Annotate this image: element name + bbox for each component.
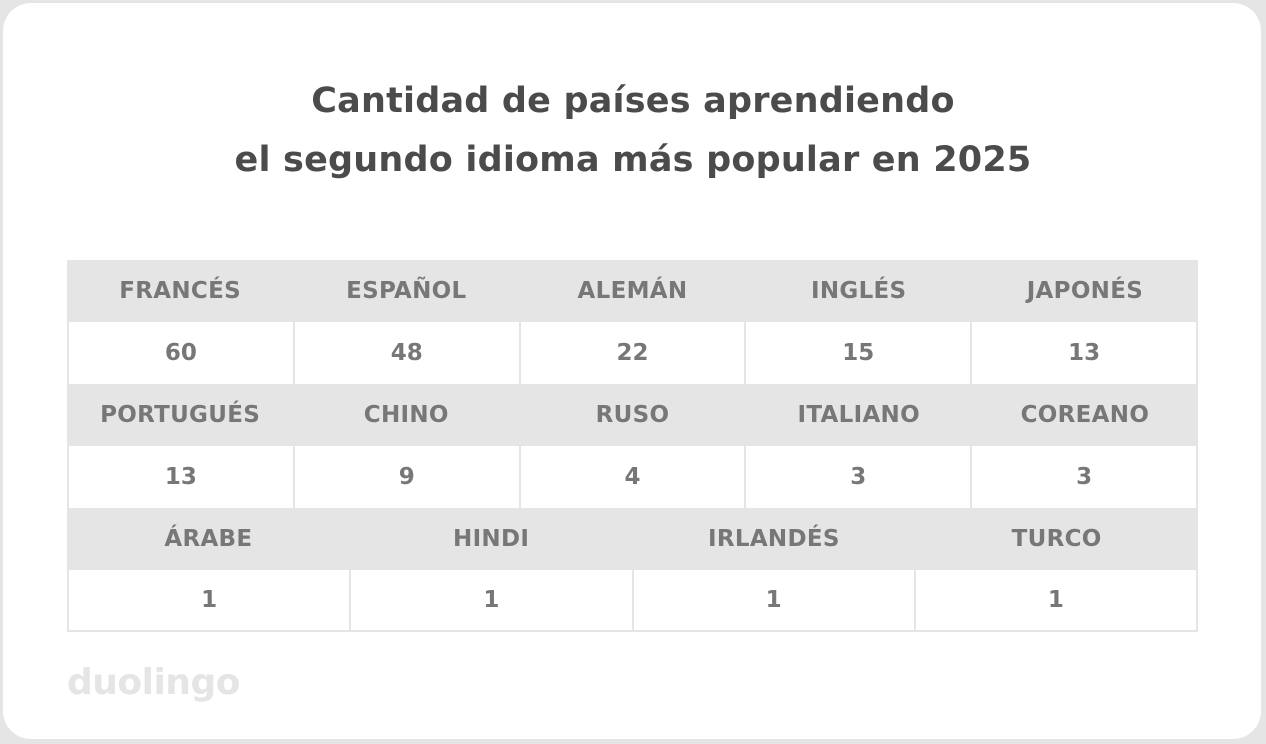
country-count: 22 bbox=[518, 322, 745, 384]
header-row: PORTUGUÉS CHINO RUSO ITALIANO COREANO bbox=[67, 384, 1198, 446]
header-row: FRANCÉS ESPAÑOL ALEMÁN INGLÉS JAPONÉS bbox=[67, 260, 1198, 322]
country-count: 4 bbox=[518, 446, 745, 508]
country-count: 13 bbox=[970, 322, 1196, 384]
value-row: 1 1 1 1 bbox=[67, 570, 1198, 632]
language-label: HINDI bbox=[453, 526, 530, 552]
country-count: 15 bbox=[744, 322, 970, 384]
chart-title: Cantidad de países aprendiendo el segund… bbox=[0, 72, 1266, 190]
language-table: FRANCÉS ESPAÑOL ALEMÁN INGLÉS JAPONÉS 60… bbox=[67, 260, 1198, 632]
duolingo-logo: duolingo bbox=[67, 662, 240, 703]
country-count: 1 bbox=[913, 570, 1196, 630]
language-label: CHINO bbox=[363, 402, 449, 428]
language-label: FRANCÉS bbox=[119, 278, 241, 304]
language-label: ESPAÑOL bbox=[346, 278, 467, 304]
country-count: 60 bbox=[164, 340, 197, 366]
language-label: PORTUGUÉS bbox=[100, 402, 261, 428]
language-label: INGLÉS bbox=[811, 278, 907, 304]
country-count: 13 bbox=[164, 464, 197, 490]
title-line-1: Cantidad de países aprendiendo bbox=[311, 81, 955, 121]
country-count: 1 bbox=[631, 570, 914, 630]
language-label: IRLANDÉS bbox=[708, 526, 840, 552]
country-count: 3 bbox=[970, 446, 1196, 508]
country-count: 3 bbox=[744, 446, 970, 508]
language-label: COREANO bbox=[1020, 402, 1150, 428]
country-count: 1 bbox=[349, 570, 631, 630]
title-line-2: el segundo idioma más popular en 2025 bbox=[234, 140, 1032, 180]
value-row: 60 48 22 15 13 bbox=[67, 322, 1198, 384]
country-count: 48 bbox=[292, 322, 519, 384]
header-row: ÁRABE HINDI IRLANDÉS TURCO bbox=[67, 508, 1198, 570]
language-label: ÁRABE bbox=[164, 526, 253, 552]
language-label: TURCO bbox=[1011, 526, 1102, 552]
language-label: JAPONÉS bbox=[1026, 278, 1144, 304]
language-label: ALEMÁN bbox=[577, 278, 688, 304]
language-label: RUSO bbox=[595, 402, 670, 428]
language-label: ITALIANO bbox=[797, 402, 920, 428]
country-count: 9 bbox=[292, 446, 519, 508]
value-row: 13 9 4 3 3 bbox=[67, 446, 1198, 508]
country-count: 1 bbox=[201, 587, 218, 613]
